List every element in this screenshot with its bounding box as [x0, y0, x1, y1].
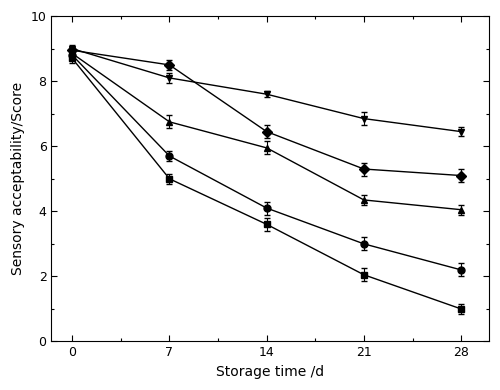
X-axis label: Storage time /d: Storage time /d [216, 365, 324, 379]
Y-axis label: Sensory acceptability/Score: Sensory acceptability/Score [11, 82, 25, 275]
